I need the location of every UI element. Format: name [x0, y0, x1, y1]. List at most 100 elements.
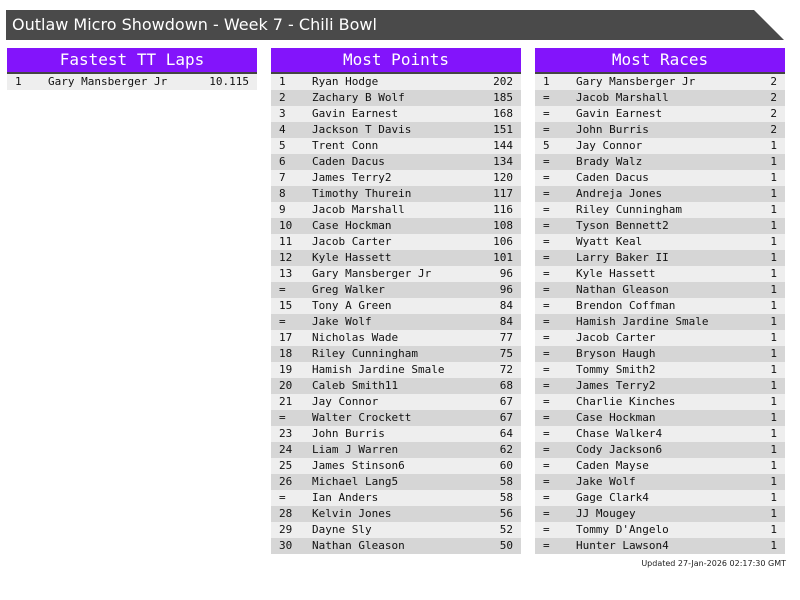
table-row: 4 Jackson T Davis 151 — [271, 122, 521, 138]
table-row: = Hunter Lawson4 1 — [535, 538, 785, 554]
rank-cell: 26 — [279, 475, 293, 488]
table-row: = Jacob Carter 1 — [535, 330, 785, 346]
name-cell: John Burris — [576, 123, 649, 136]
table-row: = Tyson Bennett2 1 — [535, 218, 785, 234]
table-row: = Bryson Haugh 1 — [535, 346, 785, 362]
rank-cell: = — [543, 91, 550, 104]
name-cell: Ian Anders — [312, 491, 379, 504]
name-cell: Charlie Kinches — [576, 395, 676, 408]
rank-cell: 7 — [279, 171, 286, 184]
rank-cell: 19 — [279, 363, 293, 376]
table-row: = Cody Jackson6 1 — [535, 442, 785, 458]
name-cell: Nicholas Wade — [312, 331, 399, 344]
value-cell: 1 — [770, 411, 777, 424]
table-row: 10 Case Hockman 108 — [271, 218, 521, 234]
value-cell: 84 — [499, 315, 513, 328]
value-cell: 1 — [770, 539, 777, 552]
panel-most-races: Most Races 1 Gary Mansberger Jr 2 = Jacob Ma… — [535, 48, 785, 554]
value-cell: 1 — [770, 299, 777, 312]
name-cell: Kyle Hassett — [312, 251, 392, 264]
value-cell: 1 — [770, 443, 777, 456]
value-cell: 68 — [499, 379, 513, 392]
table-row: 19 Hamish Jardine Smale 72 — [271, 362, 521, 378]
value-cell: 1 — [770, 459, 777, 472]
name-cell: Gage Clark4 — [576, 491, 649, 504]
table-row: 1 Gary Mansberger Jr 10.115 — [7, 74, 257, 90]
name-cell: Riley Cunningham — [576, 203, 682, 216]
name-cell: Jake Wolf — [576, 475, 636, 488]
name-cell: Caleb Smith11 — [312, 379, 399, 392]
table-row: = JJ Mougey 1 — [535, 506, 785, 522]
name-cell: Gavin Earnest — [576, 107, 663, 120]
value-cell: 1 — [770, 395, 777, 408]
name-cell: Brady Walz — [576, 155, 643, 168]
rank-cell: = — [543, 267, 550, 280]
value-cell: 1 — [770, 155, 777, 168]
rank-cell: 11 — [279, 235, 293, 248]
table-row: = Riley Cunningham 1 — [535, 202, 785, 218]
table-row: 28 Kelvin Jones 56 — [271, 506, 521, 522]
value-cell: 1 — [770, 379, 777, 392]
rank-cell: = — [543, 427, 550, 440]
value-cell: 151 — [493, 123, 513, 136]
rank-cell: = — [543, 107, 550, 120]
name-cell: James Terry2 — [312, 171, 392, 184]
value-cell: 1 — [770, 507, 777, 520]
name-cell: Hamish Jardine Smale — [576, 315, 709, 328]
rank-cell: 2 — [279, 91, 286, 104]
name-cell: JJ Mougey — [576, 507, 636, 520]
name-cell: Hamish Jardine Smale — [312, 363, 445, 376]
value-cell: 2 — [770, 91, 777, 104]
value-cell: 134 — [493, 155, 513, 168]
name-cell: Andreja Jones — [576, 187, 663, 200]
value-cell: 67 — [499, 411, 513, 424]
table-row: 17 Nicholas Wade 77 — [271, 330, 521, 346]
name-cell: Jay Connor — [312, 395, 379, 408]
name-cell: Tommy Smith2 — [576, 363, 656, 376]
rank-cell: 5 — [543, 139, 550, 152]
rank-cell: = — [279, 315, 286, 328]
name-cell: Kyle Hassett — [576, 267, 656, 280]
updated-timestamp: Updated 27-Jan-2026 02:17:30 GMT — [641, 559, 786, 568]
name-cell: Cody Jackson6 — [576, 443, 663, 456]
table-row: 1 Ryan Hodge 202 — [271, 74, 521, 90]
table-row: 13 Gary Mansberger Jr 96 — [271, 266, 521, 282]
table-row: 25 James Stinson6 60 — [271, 458, 521, 474]
rank-cell: 3 — [279, 107, 286, 120]
value-cell: 1 — [770, 171, 777, 184]
panel-fastest-tt-laps: Fastest TT Laps 1 Gary Mansberger Jr 10.11… — [7, 48, 257, 90]
value-cell: 84 — [499, 299, 513, 312]
table-row: = Caden Dacus 1 — [535, 170, 785, 186]
name-cell: Riley Cunningham — [312, 347, 418, 360]
table-row: = Gavin Earnest 2 — [535, 106, 785, 122]
value-cell: 1 — [770, 235, 777, 248]
value-cell: 1 — [770, 363, 777, 376]
name-cell: Kelvin Jones — [312, 507, 392, 520]
panel-most-points: Most Points 1 Ryan Hodge 202 2 Zachary B Wol… — [271, 48, 521, 554]
value-cell: 185 — [493, 91, 513, 104]
name-cell: Jake Wolf — [312, 315, 372, 328]
value-cell: 96 — [499, 267, 513, 280]
value-cell: 96 — [499, 283, 513, 296]
value-cell: 64 — [499, 427, 513, 440]
rank-cell: 20 — [279, 379, 293, 392]
rank-cell: = — [543, 235, 550, 248]
name-cell: Case Hockman — [312, 219, 392, 232]
rank-cell: 5 — [279, 139, 286, 152]
name-cell: Tony A Green — [312, 299, 392, 312]
table-row: = Wyatt Keal 1 — [535, 234, 785, 250]
value-cell: 1 — [770, 315, 777, 328]
rank-cell: 29 — [279, 523, 293, 536]
name-cell: Jacob Marshall — [576, 91, 669, 104]
table-row: 7 James Terry2 120 — [271, 170, 521, 186]
table-row: 15 Tony A Green 84 — [271, 298, 521, 314]
rank-cell: 1 — [15, 75, 22, 88]
table-row: = Gage Clark4 1 — [535, 490, 785, 506]
rank-cell: 15 — [279, 299, 293, 312]
name-cell: James Stinson6 — [312, 459, 405, 472]
table-row: 29 Dayne Sly 52 — [271, 522, 521, 538]
value-cell: 202 — [493, 75, 513, 88]
table-row: = Charlie Kinches 1 — [535, 394, 785, 410]
rank-cell: = — [279, 491, 286, 504]
page-title: Outlaw Micro Showdown - Week 7 - Chili B… — [6, 10, 784, 40]
